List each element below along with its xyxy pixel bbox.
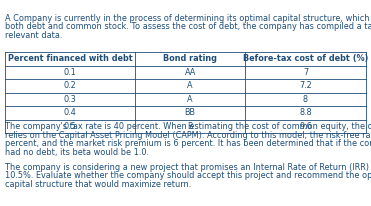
Text: relevant data.: relevant data. <box>5 30 62 40</box>
Text: both debt and common stock. To assess the cost of debt, the company has compiled: both debt and common stock. To assess th… <box>5 22 371 31</box>
Text: BB: BB <box>185 108 196 117</box>
Text: 10.5%. Evaluate whether the company should accept this project and recommend the: 10.5%. Evaluate whether the company shou… <box>5 172 371 180</box>
Text: Before-tax cost of debt (%): Before-tax cost of debt (%) <box>243 54 368 63</box>
Text: 8: 8 <box>303 95 308 104</box>
Text: AA: AA <box>184 68 196 77</box>
Text: had no debt, its beta would be 1.0.: had no debt, its beta would be 1.0. <box>5 147 149 157</box>
Text: Percent financed with debt: Percent financed with debt <box>8 54 132 63</box>
Text: 7.2: 7.2 <box>299 81 312 90</box>
Text: capital structure that would maximize return.: capital structure that would maximize re… <box>5 180 191 189</box>
Text: 9.6: 9.6 <box>299 122 312 131</box>
Text: 8.8: 8.8 <box>299 108 312 117</box>
Text: 0.4: 0.4 <box>64 108 76 117</box>
Text: B: B <box>187 122 193 131</box>
Text: A Company is currently in the process of determining its optimal capital structu: A Company is currently in the process of… <box>5 14 371 22</box>
Text: 0.2: 0.2 <box>64 81 76 90</box>
Text: The company is considering a new project that promises an Internal Rate of Retur: The company is considering a new project… <box>5 163 371 172</box>
Text: 7: 7 <box>303 68 308 77</box>
Text: The company's tax rate is 40 percent. When estimating the cost of common equity,: The company's tax rate is 40 percent. Wh… <box>5 122 371 131</box>
Text: relies on the Capital Asset Pricing Model (CAPM). According to this model, the r: relies on the Capital Asset Pricing Mode… <box>5 130 371 139</box>
Text: Bond rating: Bond rating <box>163 54 217 63</box>
Text: 0.5: 0.5 <box>64 122 76 131</box>
Text: 0.3: 0.3 <box>64 95 76 104</box>
Text: percent, and the market risk premium is 6 percent. It has been determined that i: percent, and the market risk premium is … <box>5 139 371 148</box>
Text: A: A <box>187 81 193 90</box>
Text: 0.1: 0.1 <box>64 68 76 77</box>
Text: A: A <box>187 95 193 104</box>
